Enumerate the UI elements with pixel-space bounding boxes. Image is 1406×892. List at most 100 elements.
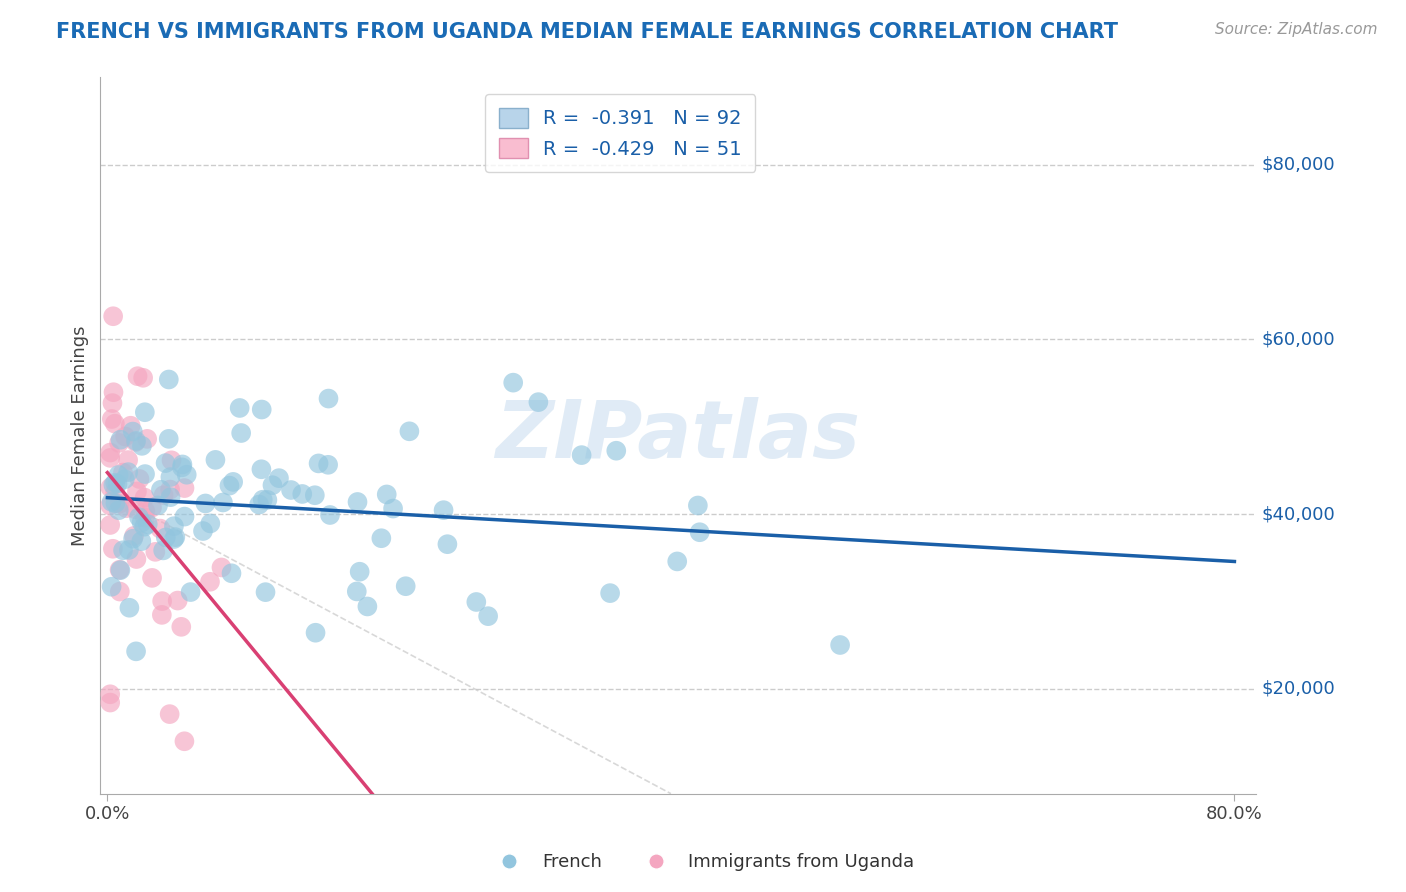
Point	[256, 492, 278, 507]
Point	[318, 392, 340, 406]
Point	[319, 508, 342, 522]
Point	[112, 543, 135, 558]
Text: FRENCH VS IMMIGRANTS FROM UGANDA MEDIAN FEMALE EARNINGS CORRELATION CHART: FRENCH VS IMMIGRANTS FROM UGANDA MEDIAN …	[56, 22, 1118, 42]
Point	[163, 519, 186, 533]
Point	[280, 483, 302, 497]
Point	[163, 532, 186, 546]
Point	[149, 483, 172, 497]
Point	[375, 487, 398, 501]
Point	[136, 432, 159, 446]
Point	[118, 543, 141, 558]
Point	[103, 385, 125, 400]
Point	[121, 425, 143, 439]
Point	[173, 481, 195, 495]
Point	[204, 453, 226, 467]
Point	[231, 425, 253, 440]
Legend: R =  -0.391   N = 92, R =  -0.429   N = 51: R = -0.391 N = 92, R = -0.429 N = 51	[485, 95, 755, 172]
Point	[101, 541, 124, 556]
Point	[159, 483, 181, 497]
Point	[141, 500, 163, 515]
Point	[152, 543, 174, 558]
Point	[191, 524, 214, 538]
Point	[107, 468, 129, 483]
Point	[114, 429, 136, 443]
Point	[166, 593, 188, 607]
Point	[122, 529, 145, 543]
Point	[125, 644, 148, 658]
Y-axis label: Median Female Earnings: Median Female Earnings	[72, 326, 89, 546]
Point	[118, 600, 141, 615]
Point	[176, 467, 198, 482]
Point	[262, 478, 284, 492]
Point	[101, 412, 124, 426]
Point	[316, 458, 339, 472]
Point	[159, 707, 181, 722]
Point	[122, 532, 145, 546]
Point	[104, 417, 127, 431]
Point	[134, 491, 156, 505]
Point	[143, 545, 166, 559]
Point	[502, 376, 524, 390]
Point	[173, 509, 195, 524]
Point	[527, 395, 550, 409]
Point	[107, 503, 129, 517]
Point	[107, 476, 129, 491]
Point	[356, 599, 378, 614]
Point	[98, 499, 121, 513]
Point	[134, 467, 156, 481]
Point	[134, 519, 156, 533]
Point	[155, 456, 177, 470]
Point	[228, 401, 250, 415]
Point	[149, 522, 172, 536]
Point	[128, 472, 150, 486]
Point	[132, 371, 155, 385]
Point	[250, 462, 273, 476]
Point	[150, 594, 173, 608]
Point	[432, 503, 454, 517]
Point	[100, 481, 122, 495]
Point	[134, 504, 156, 518]
Point	[599, 586, 621, 600]
Point	[152, 488, 174, 502]
Point	[250, 402, 273, 417]
Point	[104, 485, 127, 500]
Legend: French, Immigrants from Uganda: French, Immigrants from Uganda	[484, 847, 922, 879]
Point	[160, 453, 183, 467]
Point	[165, 530, 187, 544]
Point	[110, 563, 132, 577]
Point	[666, 554, 689, 568]
Point	[465, 595, 488, 609]
Point	[252, 492, 274, 507]
Point	[125, 434, 148, 448]
Point	[247, 498, 270, 512]
Point	[346, 495, 368, 509]
Point	[155, 530, 177, 544]
Point	[194, 496, 217, 510]
Point	[104, 496, 127, 510]
Point	[100, 580, 122, 594]
Text: Source: ZipAtlas.com: Source: ZipAtlas.com	[1215, 22, 1378, 37]
Point	[104, 475, 127, 490]
Point	[136, 517, 159, 532]
Point	[304, 625, 326, 640]
Point	[117, 453, 139, 467]
Point	[605, 443, 627, 458]
Point	[115, 501, 138, 516]
Point	[571, 448, 593, 462]
Point	[98, 518, 121, 533]
Point	[108, 497, 131, 511]
Point	[218, 478, 240, 492]
Text: ZIPatlas: ZIPatlas	[495, 397, 860, 475]
Point	[108, 584, 131, 599]
Point	[146, 499, 169, 513]
Point	[108, 435, 131, 450]
Point	[346, 584, 368, 599]
Point	[221, 566, 243, 581]
Point	[101, 396, 124, 410]
Point	[398, 425, 420, 439]
Point	[198, 574, 221, 589]
Point	[291, 487, 314, 501]
Point	[180, 585, 202, 599]
Text: $60,000: $60,000	[1261, 330, 1334, 349]
Point	[108, 563, 131, 577]
